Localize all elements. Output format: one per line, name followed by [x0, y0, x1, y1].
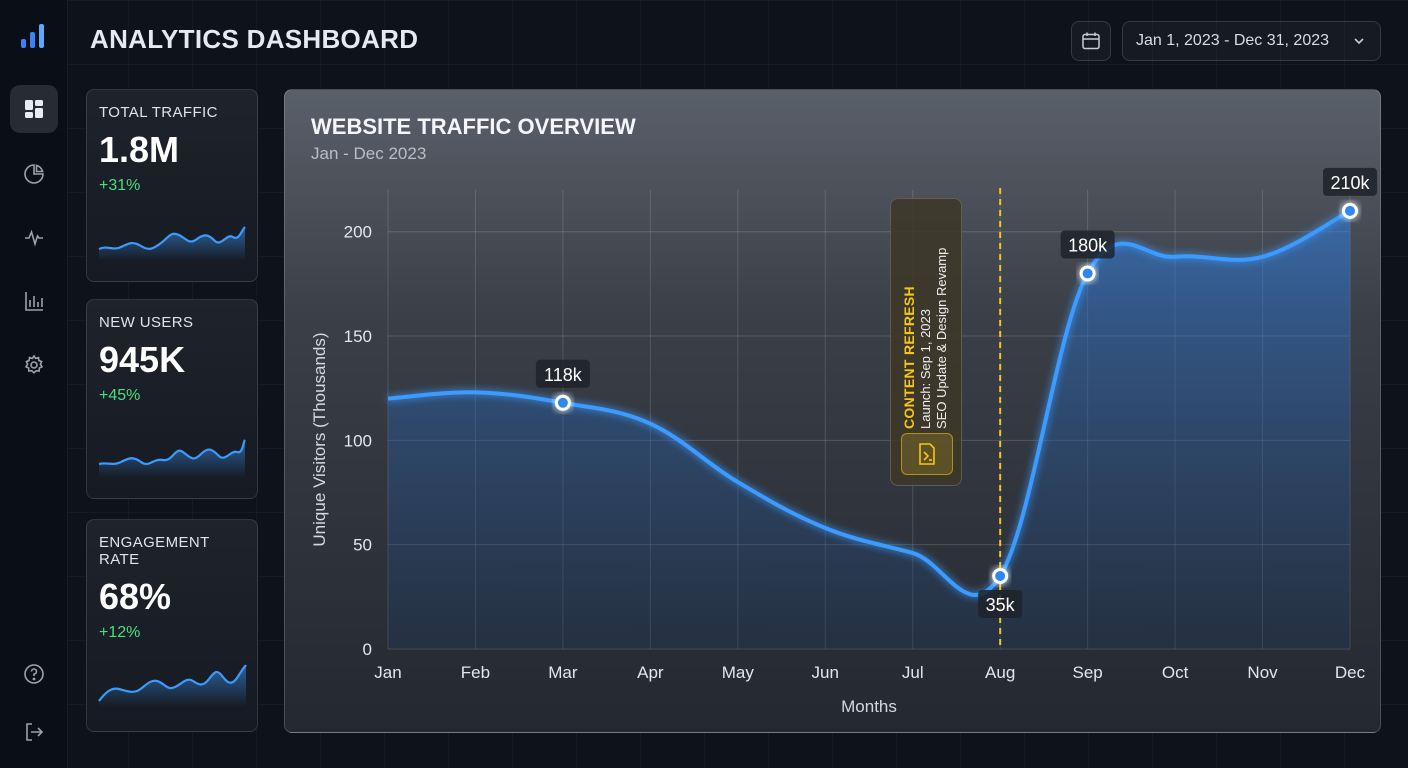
kpi-card-engagement-rate[interactable]: ENGAGEMENT RATE 68% +12%	[86, 519, 258, 732]
pie-chart-icon	[24, 164, 44, 184]
logout-icon	[26, 723, 44, 741]
annotation-content-refresh[interactable]: CONTENT REFRESH Launch: Sep 1, 2023 SEO …	[890, 198, 962, 486]
kpi-label: NEW USERS	[99, 314, 194, 331]
kpi-card-new-users[interactable]: NEW USERS 945K +45%	[86, 299, 258, 499]
date-range-value: Jan 1, 2023 - Dec 31, 2023	[1136, 32, 1330, 49]
sidebar-item-reports[interactable]	[10, 150, 58, 198]
kpi-value: 945K	[99, 339, 186, 380]
logo-bars-icon	[21, 24, 44, 48]
x-tick-label: Dec	[1335, 663, 1366, 682]
data-point-inner	[1082, 268, 1093, 279]
calendar-icon	[1082, 32, 1100, 50]
calendar-button[interactable]	[1071, 21, 1111, 61]
traffic-area-chart: 118k 35k 180k 210k 0 50 100 150 200 Jan Feb Mar Apr…	[310, 167, 1377, 716]
y-tick-label: 0	[363, 640, 372, 659]
activity-pulse-icon	[25, 229, 43, 247]
sidebar-item-activity[interactable]	[10, 213, 58, 261]
x-tick-label: Oct	[1162, 663, 1189, 682]
x-tick-label: Mar	[548, 663, 578, 682]
sparkline	[98, 226, 246, 261]
y-tick-label: 100	[344, 431, 372, 450]
y-axis-title: Unique Visitors (Thousands)	[310, 332, 329, 546]
sidebar-item-stats[interactable]	[10, 277, 58, 325]
gear-icon	[24, 354, 44, 374]
kpi-card-total-traffic[interactable]: TOTAL TRAFFIC 1.8M +31%	[86, 89, 258, 282]
help-circle-icon	[24, 664, 44, 684]
y-tick-label: 150	[344, 327, 372, 346]
data-label: 180k	[1068, 235, 1108, 255]
date-range-select[interactable]: Jan 1, 2023 - Dec 31, 2023	[1122, 21, 1381, 61]
kpi-change: +31%	[99, 177, 141, 194]
kpi-value: 68%	[99, 576, 172, 617]
sidebar-item-logout[interactable]	[10, 708, 58, 756]
y-tick-label: 50	[353, 536, 372, 555]
bar-chart-icon	[25, 292, 43, 311]
series-area	[388, 210, 1350, 649]
x-tick-label: Jul	[902, 663, 924, 682]
x-tick-label: Nov	[1247, 663, 1278, 682]
annotation-line: SEO Update & Design Revamp	[934, 247, 949, 429]
data-label-bg	[535, 359, 590, 388]
sparkline	[98, 664, 247, 707]
data-label: 210k	[1330, 173, 1370, 193]
data-label-bg	[978, 589, 1023, 618]
x-tick-label: May	[722, 663, 755, 682]
x-axis-title: Months	[841, 697, 897, 716]
x-tick-label: Sep	[1073, 663, 1103, 682]
kpi-label: ENGAGEMENT RATE	[99, 534, 210, 568]
annotation-line: Launch: Sep 1, 2023	[918, 309, 933, 429]
x-tick-label: Jan	[374, 663, 401, 682]
sidebar-item-help[interactable]	[10, 650, 58, 698]
chart-title: WEBSITE TRAFFIC OVERVIEW	[311, 114, 636, 139]
data-label: 118k	[544, 365, 583, 385]
kpi-change: +12%	[99, 624, 141, 641]
x-tick-label: Jun	[812, 663, 839, 682]
chevron-down-icon	[1354, 38, 1364, 45]
page-title: ANALYTICS DASHBOARD	[90, 24, 419, 54]
kpi-value: 1.8M	[99, 129, 180, 170]
data-label-bg	[1323, 167, 1377, 196]
annotation-title: CONTENT REFRESH	[901, 286, 917, 429]
kpi-change: +45%	[99, 387, 141, 404]
data-label: 35k	[986, 595, 1016, 615]
document-edit-icon	[901, 433, 953, 475]
annotation-text: CONTENT REFRESH Launch: Sep 1, 2023 SEO …	[901, 199, 949, 429]
data-point-inner	[557, 397, 568, 408]
chart-subtitle: Jan - Dec 2023	[311, 144, 427, 163]
data-point-inner	[1345, 205, 1355, 216]
traffic-chart-panel: WEBSITE TRAFFIC OVERVIEW Jan - Dec 2023 …	[284, 89, 1381, 733]
data-point-inner	[995, 570, 1006, 581]
x-tick-label: Aug	[985, 663, 1015, 682]
x-tick-label: Feb	[461, 663, 490, 682]
sidebar-item-dashboard[interactable]	[10, 85, 58, 133]
x-tick-label: Apr	[637, 663, 664, 682]
y-tick-label: 200	[344, 223, 372, 242]
data-label-bg	[1060, 230, 1115, 259]
sidebar-item-settings[interactable]	[10, 341, 58, 389]
sidebar	[0, 0, 68, 768]
kpi-label: TOTAL TRAFFIC	[99, 104, 218, 121]
dashboard-grid-icon	[25, 100, 43, 118]
sparkline	[98, 439, 246, 478]
